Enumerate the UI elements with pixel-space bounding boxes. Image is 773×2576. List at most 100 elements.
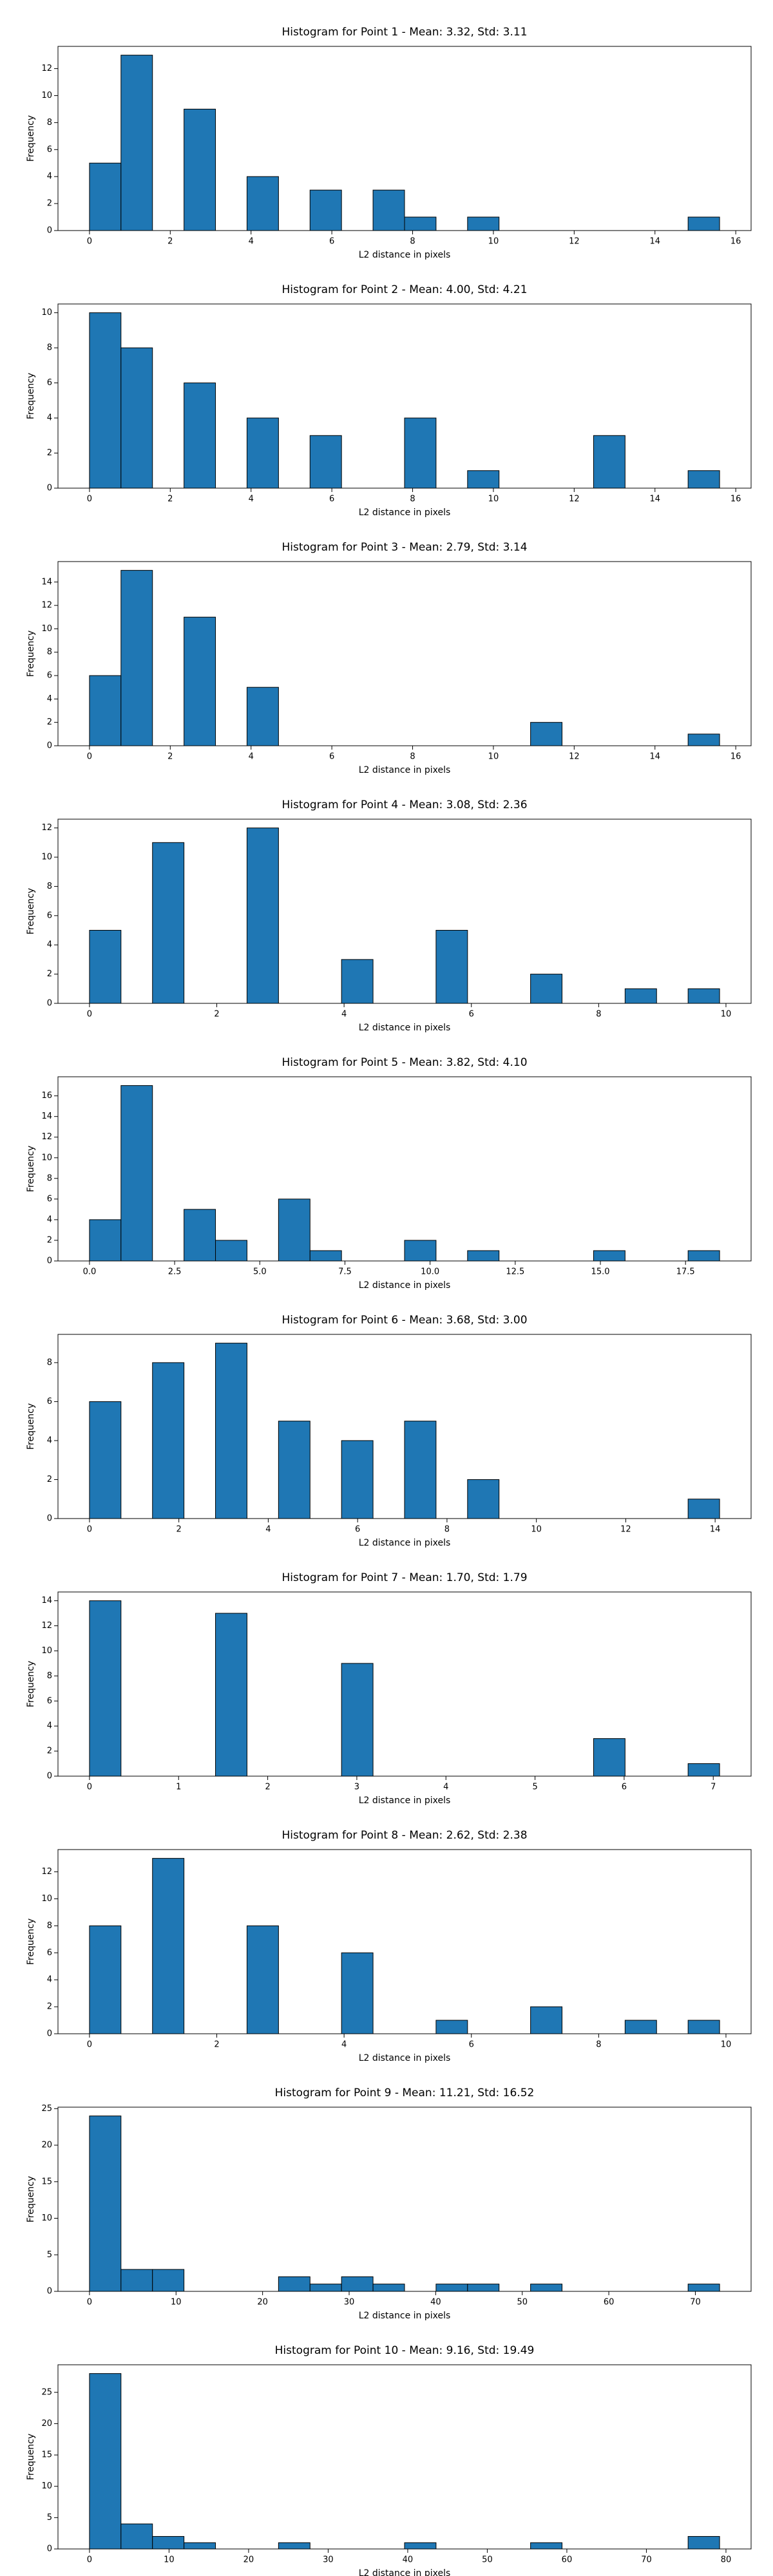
y-tick-label: 0: [47, 1772, 52, 1781]
bar: [152, 1362, 185, 1519]
bar: [278, 1198, 310, 1262]
x-tick-label: 50: [482, 2555, 493, 2565]
y-tick-label: 14: [41, 1596, 52, 1605]
y-tick-label: 25: [41, 2104, 52, 2114]
bar: [404, 216, 437, 231]
x-tick-label: 12.5: [506, 1267, 524, 1277]
x-tick-label: 12: [620, 1525, 631, 1535]
chart-title: Histogram for Point 1 - Mean: 3.32, Std:…: [282, 26, 527, 39]
bar: [278, 2276, 310, 2292]
y-tick-label: 10: [41, 1153, 52, 1162]
x-tick-label: 4: [341, 2040, 347, 2050]
y-tick-label: 12: [41, 1867, 52, 1877]
y-tick-label: 10: [41, 1646, 52, 1656]
x-tick-label: 16: [730, 495, 741, 504]
x-tick-label: 6: [329, 752, 334, 762]
y-tick-label: 5: [47, 2513, 52, 2523]
y-axis-label: Frequency: [26, 115, 36, 162]
bar: [246, 1925, 279, 2034]
y-tick-label: 8: [47, 882, 52, 891]
x-tick-label: 12: [569, 495, 580, 504]
bar: [435, 2284, 468, 2292]
histogram-panel: 0 2 4 6 8 10 12 14 16 0 2 4 6 8 10 12 Histogram for Poin…: [26, 26, 752, 260]
y-tick-label: 2: [47, 969, 52, 979]
x-axis-label: L2 distance in pixels: [359, 2311, 451, 2321]
y-tick-label: 10: [41, 2481, 52, 2491]
histogram-panel: 0 2 4 6 8 10 12 14 16 0 2 4 6 8 10 12 14 Histogram for Po…: [26, 541, 752, 775]
y-tick-label: 10: [41, 91, 52, 100]
x-axis-label: L2 distance in pixels: [359, 1023, 451, 1033]
y-tick-label: 6: [47, 1696, 52, 1706]
bar: [435, 2020, 468, 2034]
y-tick-label: 12: [41, 1621, 52, 1631]
bar: [624, 2020, 657, 2034]
y-axis-label: Frequency: [26, 1661, 36, 1707]
bar: [120, 2269, 153, 2292]
x-tick-label: 20: [257, 2298, 268, 2307]
y-tick-label: 12: [41, 601, 52, 611]
y-tick-label: 4: [47, 172, 52, 182]
x-tick-label: 6: [329, 495, 334, 504]
x-tick-label: 10: [164, 2555, 175, 2565]
x-tick-label: 0.0: [83, 1267, 97, 1277]
x-tick-label: 2: [167, 495, 173, 504]
y-tick-label: 6: [47, 378, 52, 388]
bar: [687, 734, 720, 746]
y-tick-label: 4: [47, 1975, 52, 1985]
x-tick-label: 17.5: [676, 1267, 695, 1277]
axes-frame: [57, 561, 752, 746]
bar: [687, 988, 720, 1004]
bar: [120, 570, 153, 746]
x-axis-label: L2 distance in pixels: [359, 2053, 451, 2063]
bar: [467, 1479, 500, 1519]
y-tick-label: 6: [47, 1194, 52, 1204]
axes-frame: [57, 1334, 752, 1519]
x-tick-label: 6: [355, 1525, 360, 1535]
y-axis-label: Frequency: [26, 888, 36, 934]
x-axis-label: L2 distance in pixels: [359, 1538, 451, 1548]
y-tick-label: 10: [41, 308, 52, 317]
x-tick-label: 12: [569, 752, 580, 762]
bar: [309, 189, 342, 231]
y-tick-label: 4: [47, 940, 52, 950]
y-axis-label: Frequency: [26, 2176, 36, 2222]
bar: [246, 176, 279, 231]
y-tick-label: 10: [41, 853, 52, 862]
bar: [341, 1440, 374, 1519]
bar: [120, 55, 153, 231]
y-tick-label: 14: [41, 1112, 52, 1121]
chart-title: Histogram for Point 3 - Mean: 2.79, Std:…: [282, 541, 527, 554]
x-tick-label: 10: [488, 495, 499, 504]
x-axis-label: L2 distance in pixels: [359, 1795, 451, 1806]
x-tick-label: 80: [721, 2555, 732, 2565]
x-tick-label: 0: [87, 1010, 92, 1019]
histogram-panel: 0 10 20 30 40 50 60 70 80 0 5 10 15 20 25 Histogram for…: [26, 2344, 752, 2576]
y-tick-label: 12: [41, 823, 52, 833]
y-tick-label: 4: [47, 1435, 52, 1445]
x-tick-label: 12: [569, 237, 580, 247]
x-tick-label: 0: [87, 1525, 92, 1535]
x-tick-label: 10: [488, 237, 499, 247]
x-tick-label: 30: [323, 2555, 334, 2565]
x-tick-label: 8: [596, 2040, 601, 2050]
bar: [278, 1421, 310, 1519]
y-tick-label: 20: [41, 2141, 52, 2150]
histogram-panel: 0 2 4 6 8 10 0 2 4 6 8 10 12 Histogram for Point 4 - …: [26, 799, 752, 1033]
x-tick-label: 60: [604, 2298, 615, 2307]
chart-title: Histogram for Point 5 - Mean: 3.82, Std:…: [282, 1056, 527, 1069]
y-tick-label: 8: [47, 1358, 52, 1367]
y-tick-label: 6: [47, 671, 52, 681]
bar: [246, 417, 279, 489]
bar: [624, 988, 657, 1004]
x-tick-label: 10: [721, 2040, 732, 2050]
x-tick-label: 14: [710, 1525, 721, 1535]
y-tick-label: 5: [47, 2250, 52, 2260]
bar: [372, 2284, 405, 2292]
chart-title: Histogram for Point 7 - Mean: 1.70, Std:…: [282, 1571, 527, 1584]
x-axis-label: L2 distance in pixels: [359, 507, 451, 518]
chart-title: Histogram for Point 10 - Mean: 9.16, Std…: [275, 2344, 535, 2357]
x-tick-label: 40: [430, 2298, 441, 2307]
chart-title: Histogram for Point 8 - Mean: 2.62, Std:…: [282, 1829, 527, 1842]
bar: [89, 1219, 122, 1262]
